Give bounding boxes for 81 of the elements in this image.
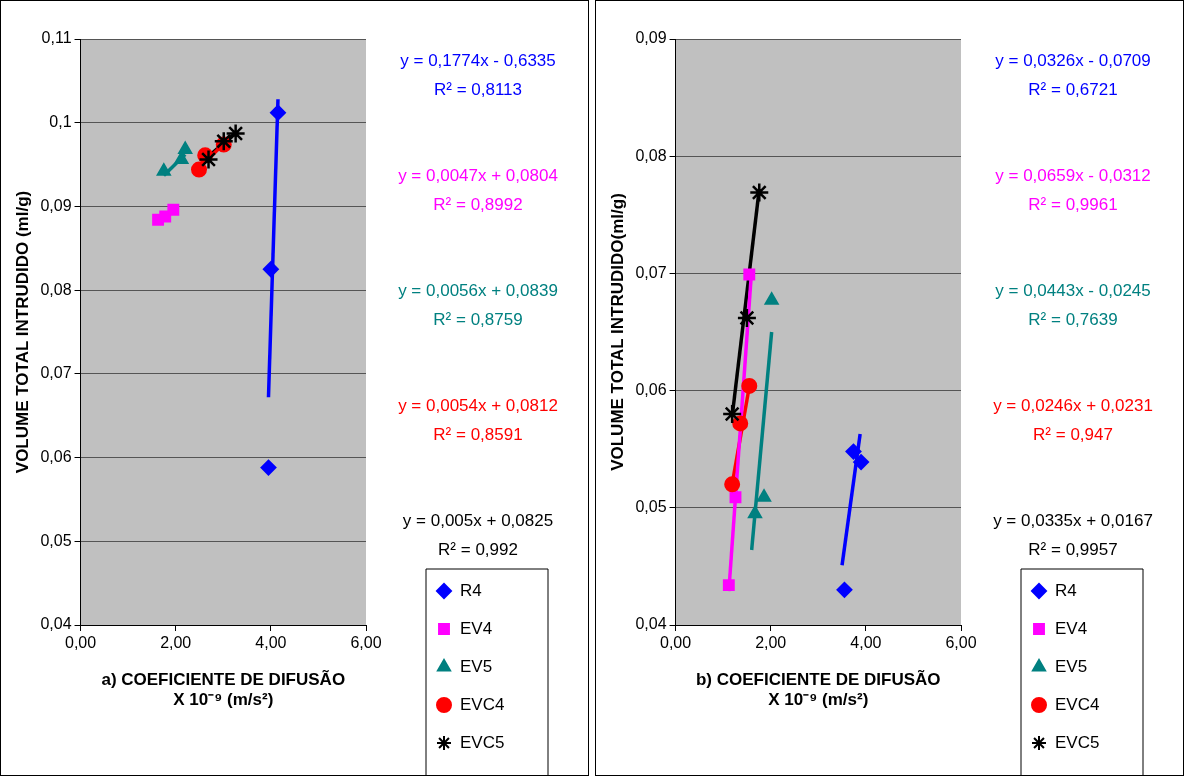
text: R² = 0,8992 [433, 194, 523, 214]
legend-label: R4 [460, 580, 482, 600]
point [756, 489, 772, 502]
point [178, 141, 193, 154]
x-tick-label: 4,00 [850, 634, 882, 652]
legend-label: EV5 [1055, 656, 1088, 676]
x-tick-label: 6,00 [945, 634, 977, 652]
y-tick-label: 0,07 [635, 263, 667, 281]
point [724, 476, 741, 493]
point [749, 182, 770, 203]
point [262, 261, 279, 278]
x-tick-label: 4,00 [255, 634, 287, 652]
y-tick-label: 0,1 [49, 113, 72, 131]
point [736, 307, 758, 329]
y-tick-label: 0,04 [635, 615, 667, 633]
point [764, 292, 779, 305]
text: y = 0,0659x - 0,0312 [995, 165, 1151, 185]
legend-label: EVC5 [460, 732, 505, 752]
point [260, 459, 277, 476]
point [722, 579, 735, 592]
x-tick-label: 2,00 [160, 634, 192, 652]
point [747, 505, 763, 519]
x-tick-label: 2,00 [755, 634, 787, 652]
text: y = 0,0246x + 0,0231 [993, 395, 1153, 415]
text: R² = 0,7639 [1028, 309, 1118, 329]
point [156, 163, 171, 176]
legend-label: EVC4 [460, 694, 505, 714]
y-tick-label: 0,08 [635, 146, 667, 164]
text: y = 0,1774x - 0,6335 [400, 50, 556, 70]
x-axis-title: b) COEFICIENTE DE DIFUSÃO X 10⁻⁹ (m/s²) [695, 669, 941, 710]
y-tick-label: 0,06 [635, 381, 667, 399]
point [198, 149, 219, 170]
y-tick-label: 0,09 [40, 196, 72, 214]
legend-label: R4 [1055, 580, 1077, 600]
point [213, 130, 234, 152]
text: R² = 0,992 [438, 539, 518, 559]
point [721, 403, 743, 425]
y-tick-label: 0,04 [40, 615, 72, 633]
text: y = 0,0335x + 0,0167 [993, 510, 1153, 530]
legend-label: EVC4 [1055, 694, 1100, 714]
text: y = 0,005x + 0,0825 [402, 510, 554, 530]
point [269, 104, 286, 121]
text: y = 0,0443x - 0,0245 [995, 280, 1151, 300]
y-tick-label: 0,05 [40, 531, 72, 549]
point [845, 443, 862, 460]
point [741, 377, 758, 394]
y-axis-title: VOLUME TOTAL INTRUDIDO (ml/g) [12, 190, 32, 474]
text: y = 0,0047x + 0,0804 [398, 165, 558, 185]
text: R² = 0,9961 [1028, 194, 1118, 214]
text: R² = 0,6721 [1028, 79, 1118, 99]
x-tick-label: 0,00 [64, 634, 97, 652]
x-tick-label: 0,00 [659, 634, 692, 652]
x-axis-title: a) COEFICIENTE DE DIFUSÃO X 10⁻⁹ (m/s²) [101, 669, 346, 710]
point [853, 454, 870, 471]
y-tick-label: 0,06 [40, 447, 72, 465]
y-tick-label: 0,09 [635, 29, 667, 47]
x-tick-label: 6,00 [350, 634, 382, 652]
point [191, 161, 208, 178]
point [743, 268, 756, 281]
text: R² = 0,9957 [1028, 539, 1118, 559]
legend-label: EV5 [460, 656, 493, 676]
y-tick-label: 0,11 [41, 29, 72, 47]
text: R² = 0,8113 [433, 79, 523, 99]
y-tick-label: 0,08 [40, 280, 72, 298]
y-tick-label: 0,05 [635, 498, 667, 516]
text: y = 0,0326x - 0,0709 [995, 50, 1151, 70]
y-tick-label: 0,07 [40, 364, 72, 382]
text: R² = 0,8759 [433, 309, 523, 329]
text: y = 0,0054x + 0,0812 [398, 395, 558, 415]
text: R² = 0,947 [1033, 424, 1113, 444]
point [225, 123, 246, 144]
legend-label: EV4 [1055, 618, 1088, 638]
point [732, 415, 749, 432]
legend-label: EVC5 [1055, 732, 1100, 752]
text: R² = 0,8591 [433, 424, 523, 444]
point [152, 213, 165, 226]
y-axis-title: VOLUME TOTAL INTRUDIDO(ml/g) [607, 193, 627, 471]
legend-label: EV4 [460, 618, 493, 638]
point [729, 491, 742, 504]
point [836, 581, 853, 598]
text: y = 0,0056x + 0,0839 [398, 280, 558, 300]
